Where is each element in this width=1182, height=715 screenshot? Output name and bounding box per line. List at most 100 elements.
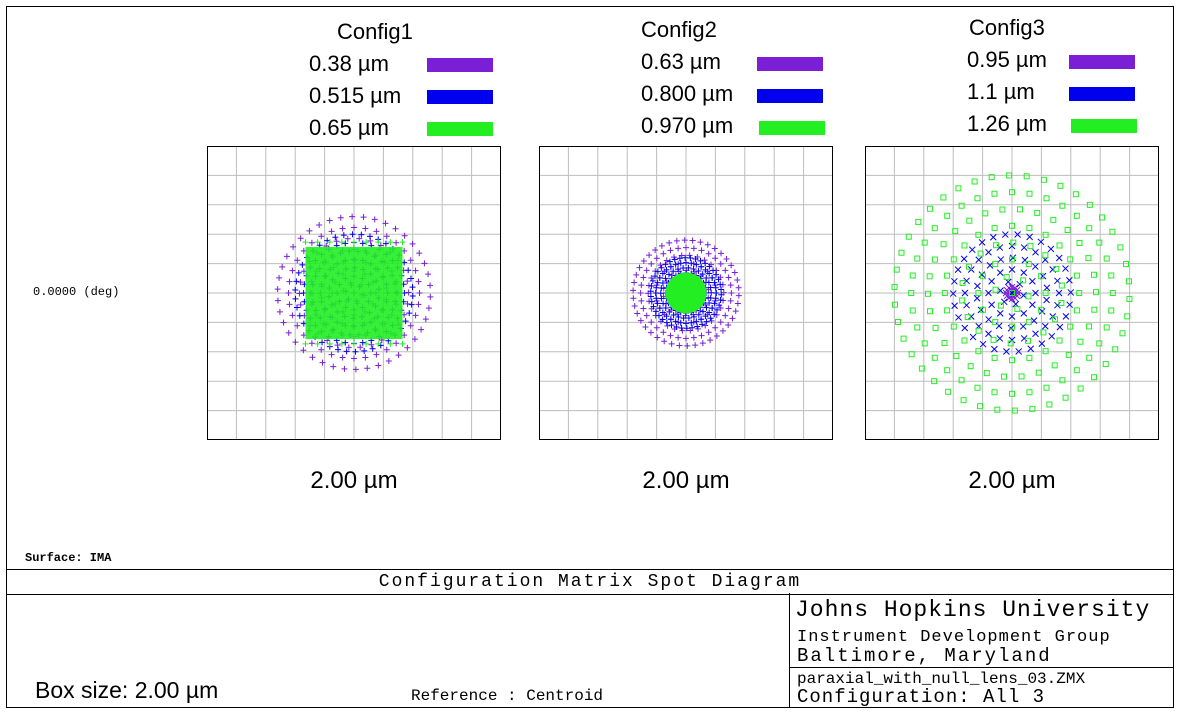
spot-point-blue [955,314,962,321]
spot-point-green [898,249,905,256]
spot-point-blue [332,234,339,241]
spot-point-violet [421,260,428,267]
spot-point-violet [392,225,399,232]
spot-point-violet [276,274,283,281]
spot-point-green [1076,239,1083,246]
spot-point-blue [991,345,998,353]
spot-point-blue [996,335,1004,342]
spot-point-green [893,266,900,273]
config2-title: Config2 [641,17,717,42]
spot-point-green [977,250,984,257]
spot-point-violet [673,237,680,244]
spot-point-blue [349,231,356,238]
spot-point-blue [342,240,349,247]
spot-point-blue [667,263,674,270]
spot-point-blue [709,305,716,312]
spot-point-violet [638,297,645,304]
spot-point-violet [683,244,689,251]
spot-point-green [1034,209,1041,216]
spot-point-violet [373,228,380,235]
config1-spot-plot [207,146,501,440]
config2-spot-plot [539,146,833,440]
spot-point-blue [708,289,715,296]
spot-point-violet [698,332,705,339]
plot-grid [866,147,1158,439]
spot-point-violet [712,324,719,331]
spot-point-green [1102,361,1109,368]
spot-point-blue [702,313,709,320]
spot-point-blue [660,300,667,307]
spot-point-green [1065,351,1072,358]
spot-point-violet [675,260,682,267]
spot-point-violet [653,297,660,304]
spot-point-violet [337,214,344,221]
spot-point-violet [326,217,333,224]
spot-point-blue [294,304,301,311]
spot-point-violet [416,290,423,296]
spot-point-blue [662,305,669,312]
spot-point-blue [377,342,384,349]
spot-point-green [375,239,382,246]
spot-point-blue [717,281,724,288]
spot-point-green [314,239,321,246]
spot-point-blue [295,269,302,276]
diagram-title: Configuration Matrix Spot Diagram [7,569,1173,595]
spot-point-green [1007,340,1014,347]
spot-point-green [921,340,928,347]
spot-point-blue [359,240,366,247]
spot-point-violet [631,279,638,286]
spot-point-violet [630,295,637,302]
spot-point-blue [717,297,724,304]
spot-point-violet [676,342,683,349]
spot-point-blue [382,240,389,247]
spot-point-green [1119,330,1126,337]
spot-point-green [1117,244,1124,251]
spot-point-violet [722,267,729,274]
spot-point-blue [654,300,661,307]
spot-point-blue [672,261,679,268]
spot-point-violet [704,241,711,248]
spot-point-blue [698,263,705,270]
spot-point-green [1091,374,1098,381]
spot-point-green [1109,228,1116,235]
spot-point-blue [1000,298,1008,306]
spot-point-green [1020,277,1027,284]
spot-point-green [1067,323,1074,330]
spot-point-blue [702,260,709,267]
spot-point-violet [330,363,337,370]
spot-point-blue [718,286,725,293]
spot-point-blue [675,314,682,321]
spot-point-blue [653,284,660,291]
config1-legend-swatch-3 [427,122,493,136]
spot-point-green [1001,373,1008,380]
config1-legend-swatch-2 [427,90,493,104]
spot-point-blue [666,258,673,265]
config2-legend-swatch-2 [757,89,823,103]
spot-point-violet [640,274,647,281]
spot-point-blue [409,292,416,299]
spot-point-violet [349,213,356,220]
spot-point-blue [335,346,342,353]
spot-point-violet [722,312,729,319]
spot-point-green [1099,214,1106,221]
spot-point-violet [699,340,706,347]
spot-point-violet [697,239,704,246]
spot-point-violet [274,297,281,304]
spot-point-green [1046,401,1053,408]
spot-point-green [958,202,965,209]
spot-point-blue [647,293,654,300]
spot-point-green [953,352,960,359]
spot-point-blue [674,266,681,273]
spot-point-green [399,239,406,246]
spot-point-blue [670,311,677,318]
spot-point-green [926,273,933,280]
spot-point-violet [412,267,419,274]
spot-point-green [975,348,982,355]
spot-point-blue [1062,313,1070,320]
spot-point-blue [1066,301,1073,309]
spot-point-violet [643,267,650,274]
spot-point-green [1096,239,1103,246]
spot-point-blue [677,260,684,267]
spot-point-violet [648,260,655,267]
spot-point-blue [324,237,331,244]
